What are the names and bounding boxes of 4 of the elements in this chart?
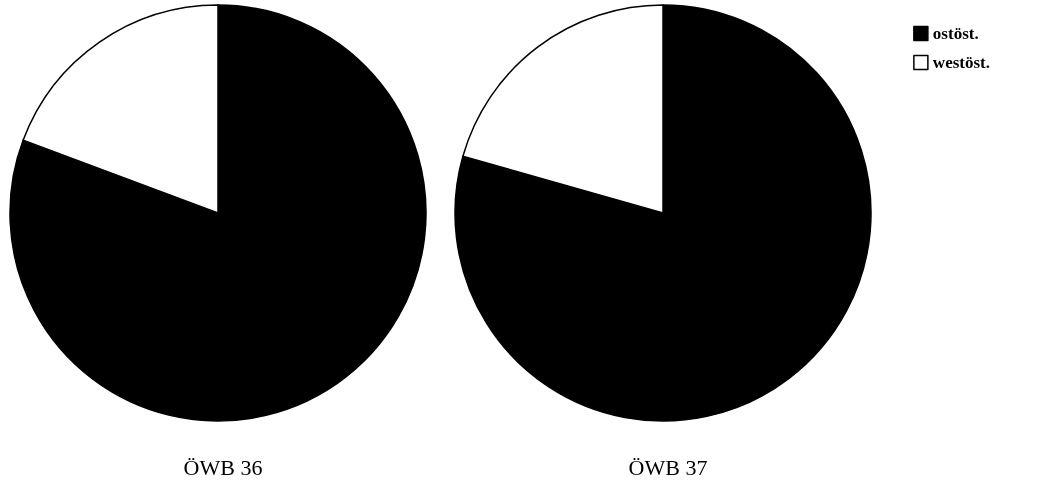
legend-label: ostöst. xyxy=(932,24,979,43)
slice-label: ÖWB 37 xyxy=(628,454,708,480)
legend-label: westöst. xyxy=(932,53,991,72)
slice-label: ÖWB 36 xyxy=(183,454,263,480)
